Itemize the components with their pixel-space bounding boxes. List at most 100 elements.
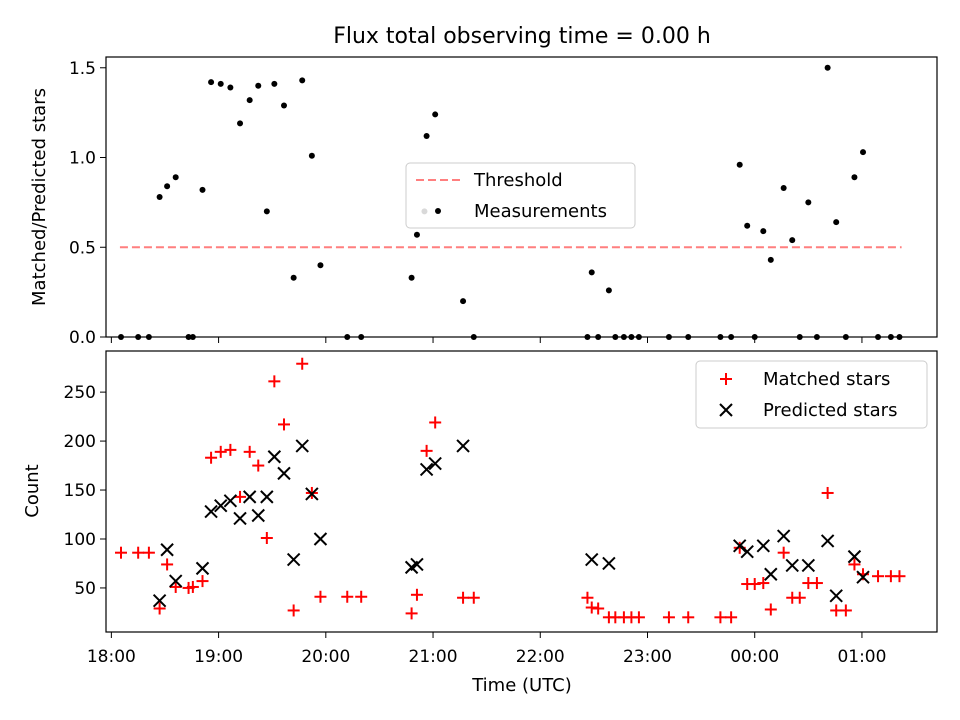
measurement-point [172, 174, 179, 181]
matched-star-point [196, 575, 209, 588]
bottom-y-tick-label: 50 [74, 579, 96, 599]
predicted-star-point [286, 552, 301, 567]
predicted-star-stroke-b [295, 439, 309, 453]
predicted-star-stroke-b [286, 552, 301, 567]
measurement-point [736, 161, 743, 168]
predicted-star-stroke-b [419, 462, 434, 477]
predicted-star-point [195, 561, 210, 576]
matched-star-point [214, 445, 227, 458]
legend-predicted-label: Predicted stars [763, 400, 897, 421]
predicted-star-point [277, 466, 291, 481]
bottom-y-tick-label: 250 [64, 383, 96, 403]
matched-star-point [467, 591, 480, 604]
matched-star-point [314, 590, 327, 603]
measurement-point [413, 231, 420, 238]
matched-star-point [355, 590, 368, 603]
matched-star-point [161, 558, 174, 571]
measurement-point [246, 97, 253, 104]
bottom-x-tick-label: 22:00 [516, 647, 565, 667]
matched-star-point [252, 459, 265, 472]
predicted-star-point [160, 543, 174, 557]
predicted-star-stroke-b [820, 534, 835, 548]
measurement-point [280, 102, 287, 109]
measurement-point [217, 80, 224, 87]
predicted-star-stroke-b [410, 557, 424, 572]
legend-measurements-label: Measurements [474, 201, 607, 222]
bottom-x-tick-label: 01:00 [837, 647, 886, 667]
predicted-star-stroke-b [829, 589, 843, 603]
predicted-star-point [602, 556, 616, 571]
matched-star-point [872, 570, 885, 583]
matched-star-point [268, 375, 281, 388]
matched-star-point [682, 611, 695, 624]
legend-threshold-label: Threshold [473, 170, 563, 191]
measurement-point [605, 287, 612, 294]
predicted-star-stroke-b [847, 549, 862, 564]
bottom-y-ticks: 50 100 150 200 250 [64, 383, 106, 599]
bottom-x-ticks: 18:00 19:00 20:00 21:00 22:00 23:00 00:00 01:00 [87, 632, 886, 667]
predicted-star-point [260, 490, 274, 504]
measurement-point [199, 186, 206, 193]
bottom-x-tick-label: 20:00 [301, 647, 350, 667]
predicted-star-stroke-b [776, 529, 791, 543]
measurement-point [271, 80, 278, 87]
predicted-star-stroke-b [260, 490, 274, 504]
predicted-star-stroke-b [313, 532, 328, 546]
measurement-point [408, 274, 415, 281]
bottom-x-tick-label: 00:00 [730, 647, 779, 667]
matched-star-point [757, 577, 770, 590]
bottom-x-tick-label: 18:00 [87, 647, 136, 667]
measurement-point [308, 152, 315, 159]
bottom-y-tick-label: 100 [64, 530, 96, 550]
predicted-star-point [740, 545, 754, 559]
measurement-point [789, 237, 796, 244]
matched-star-point [839, 604, 852, 617]
matched-star-point [581, 591, 594, 604]
measurement-point [805, 199, 812, 206]
predicted-star-stroke-b [856, 570, 870, 584]
predicted-star-stroke-b [756, 539, 771, 553]
predicted-star-stroke-b [277, 466, 291, 481]
matched-star-point [296, 357, 309, 370]
predicted-star-point [732, 539, 747, 553]
predicted-star-point [214, 498, 228, 513]
matched-star-point [153, 602, 166, 615]
matched-star-point [764, 603, 777, 616]
top-legend-box [405, 162, 636, 229]
predicted-star-point [585, 552, 599, 567]
measurement-point [432, 111, 439, 118]
bottom-plot-area [115, 357, 906, 624]
chart-title: Flux total observing time = 0.00 h [333, 24, 711, 49]
bottom-panel: 50 100 150 200 250 18:00 19:00 20:00 21:00 22:00… [22, 350, 938, 696]
predicted-star-point [251, 508, 265, 523]
matched-star-point [405, 607, 418, 620]
predicted-star-point [756, 539, 771, 553]
matched-star-point [457, 591, 470, 604]
legend-matched-label: Matched stars [763, 369, 890, 390]
predicted-star-point [764, 567, 778, 581]
predicted-star-stroke-b [428, 456, 442, 471]
predicted-star-point [456, 439, 470, 453]
predicted-star-point [233, 511, 247, 526]
legend-matched-swatch [720, 373, 732, 385]
predicted-star-point [776, 529, 791, 543]
predicted-star-stroke-b [204, 504, 218, 519]
measurement-point [744, 222, 751, 229]
predicted-star-point [820, 534, 835, 548]
matched-star-point [777, 546, 790, 559]
measurement-point [255, 82, 262, 89]
measurement-point [760, 228, 767, 235]
predicted-star-point [856, 570, 870, 584]
top-panel: 0.0 0.5 1.0 1.5 Matched/Predicted stars Thr… [29, 56, 938, 348]
predicted-star-stroke-b [740, 545, 754, 559]
predicted-star-stroke-b [195, 561, 210, 576]
predicted-star-point [313, 532, 328, 546]
matched-star-point [662, 611, 675, 624]
predicted-star-stroke-b [233, 511, 247, 526]
bottom-x-tick-label: 19:00 [194, 647, 243, 667]
matched-star-point [169, 580, 182, 593]
predicted-star-stroke-b [305, 487, 319, 501]
matched-star-point [260, 532, 273, 545]
top-y-tick-label: 1.0 [69, 149, 96, 169]
